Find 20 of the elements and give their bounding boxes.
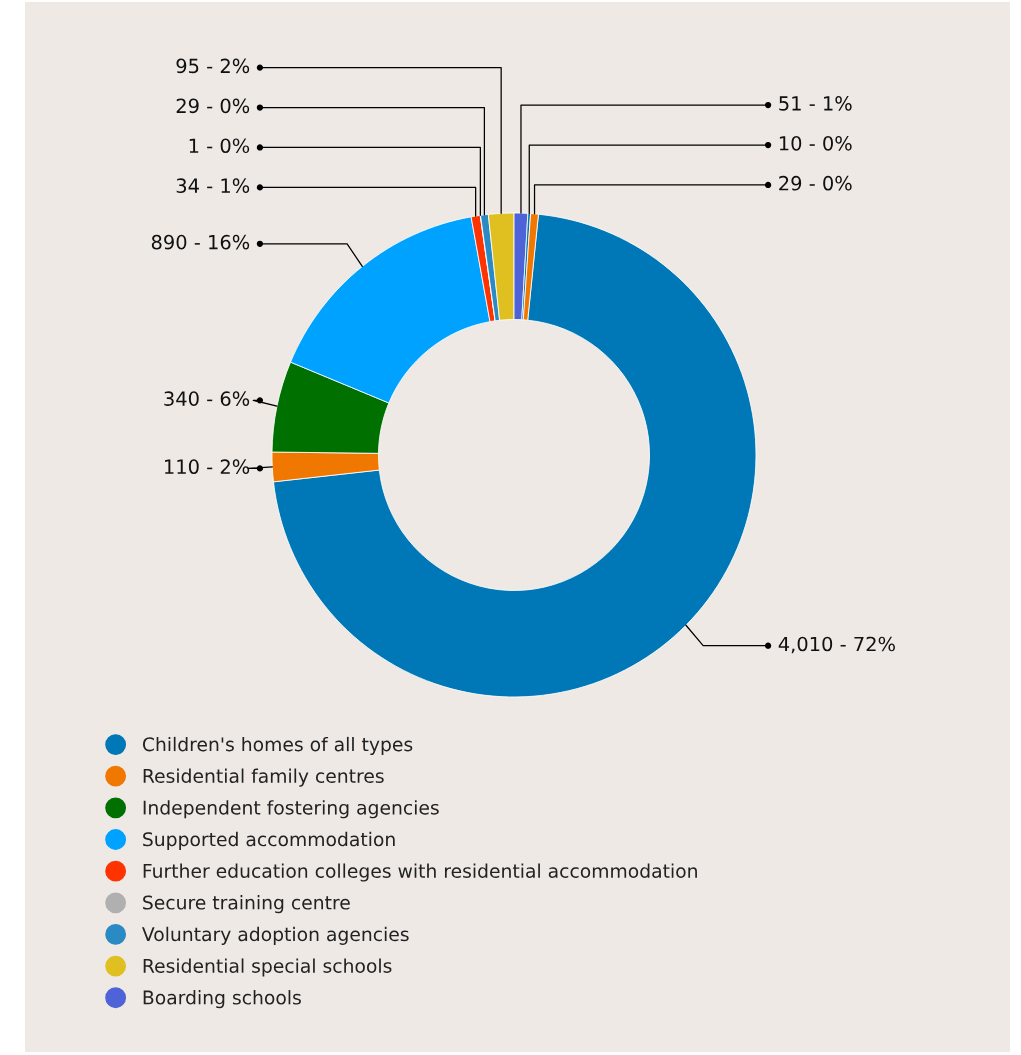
legend-label: Children's homes of all types: [142, 736, 413, 756]
legend-label: Boarding schools: [143, 990, 301, 1009]
legend-label: Supported accommodation: [143, 831, 395, 850]
data-label: 10 - 0%: [779, 135, 852, 151]
legend-label: Further education colleges with residential accommodation: [143, 863, 697, 882]
data-label: 34 - 1%: [176, 178, 250, 194]
legend-label: Secure training centre: [143, 895, 350, 914]
data-label: 340 - 6%: [164, 391, 250, 406]
data-label: 1 - 0%: [189, 138, 250, 154]
data-label: 95 - 2%: [176, 58, 250, 74]
data-label: 110 - 2%: [165, 459, 250, 475]
data-label: 29 - 0%: [779, 175, 852, 191]
legend-label: Voluntary adoption agencies: [142, 926, 409, 945]
legend-label: Independent fostering agencies: [143, 800, 439, 819]
data-label: 29 - 0%: [176, 98, 250, 114]
data-label: 890 - 16%: [151, 234, 250, 250]
legend-label: Residential special schools: [143, 958, 392, 977]
data-label: 4,010 - 72%: [778, 636, 895, 654]
data-label: 51 - 1%: [779, 96, 852, 111]
legend-label: Residential family centres: [143, 768, 384, 787]
